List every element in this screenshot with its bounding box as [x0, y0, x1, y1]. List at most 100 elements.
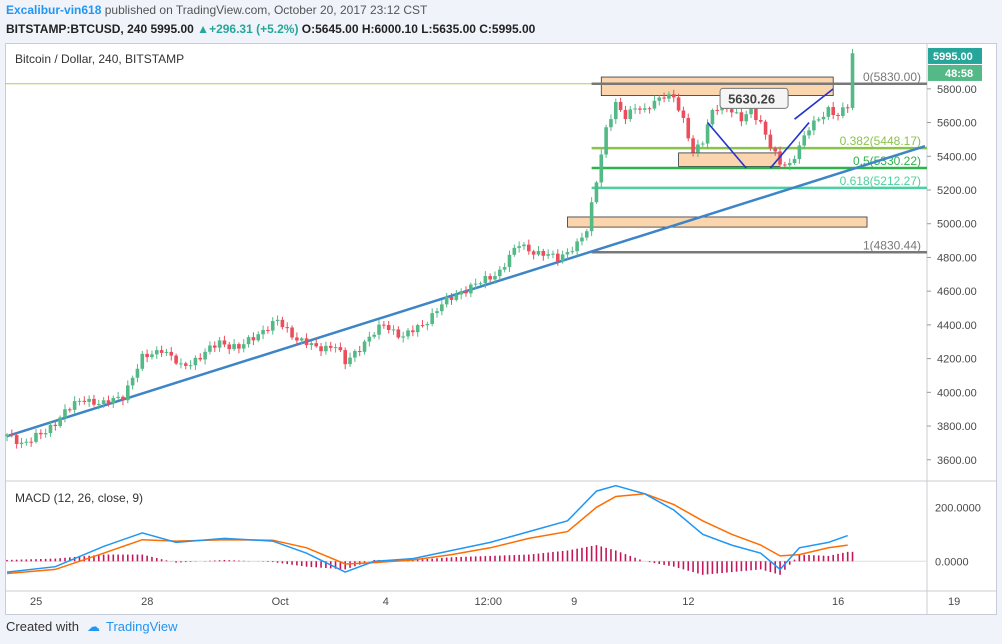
macd-signal-line [6, 493, 848, 575]
candle-body [169, 351, 174, 356]
support-resistance-zone [678, 152, 781, 167]
candle-body [116, 396, 120, 398]
candle-body [290, 327, 294, 338]
candle-body [589, 202, 594, 232]
time-tick-label: 12:00 [474, 596, 502, 608]
candle-body [63, 409, 67, 418]
price-annotation-box [719, 87, 789, 109]
candle-body [478, 283, 483, 285]
candle-body [604, 127, 608, 155]
chart-canvas[interactable]: 3600.00 3800.00 4000.00 4200.00 4400.00 4600.… [5, 43, 997, 615]
candle-body [792, 159, 797, 164]
candle-body [328, 345, 333, 348]
candle-body [787, 163, 792, 166]
candle-body [241, 344, 246, 349]
candle-body [420, 325, 425, 327]
price-tick-label: 4000.00 [937, 387, 977, 399]
candle-body [357, 350, 362, 352]
candle-body [150, 354, 154, 358]
candle-body [87, 398, 91, 402]
candle-body [39, 432, 43, 435]
candle-body [261, 330, 265, 335]
candle-body [164, 351, 169, 353]
candle-body [512, 247, 517, 255]
candle-body [667, 94, 671, 99]
candle-body [691, 138, 695, 153]
candle-body [522, 244, 526, 247]
candle-body [507, 254, 512, 268]
candle-body [754, 108, 758, 121]
candle-body [797, 145, 802, 160]
candle-body [594, 182, 599, 203]
candle-body [502, 267, 507, 270]
candle-body [633, 108, 637, 110]
chart-frame [5, 43, 997, 615]
price-tick-label: 5600.00 [937, 118, 977, 130]
tradingview-link[interactable]: TradingView [105, 619, 178, 634]
candle-body [826, 107, 831, 117]
author-link[interactable]: Excalibur-vin618 [6, 3, 102, 17]
candle-body [362, 341, 367, 352]
candle-body [82, 400, 87, 402]
time-tick-label: 28 [141, 596, 153, 608]
candle-body [488, 276, 492, 280]
countdown-label: 48:58 [945, 68, 973, 80]
candle-body [662, 97, 666, 99]
price-tick-label: 5200.00 [937, 185, 977, 197]
candle-body [783, 164, 787, 166]
candle-body [140, 353, 145, 369]
candle-body [198, 357, 203, 360]
candle-body [212, 345, 217, 348]
candle-body [295, 337, 299, 341]
candle-body [758, 120, 763, 122]
candle-body [734, 112, 739, 114]
candle-body [5, 434, 9, 437]
macd-title: MACD (12, 26, close, 9) [15, 491, 143, 505]
candle-body [570, 251, 575, 253]
candle-body [43, 433, 48, 435]
candle-body [469, 284, 473, 294]
candle-body [536, 250, 541, 255]
candle-body [367, 336, 372, 342]
candle-body [68, 409, 72, 411]
candle-body [831, 107, 835, 115]
time-tick-label: 25 [30, 596, 42, 608]
candle-body [135, 368, 140, 378]
candle-body [101, 400, 106, 405]
candle-body [464, 291, 468, 294]
candle-body [29, 441, 33, 443]
candle-body [560, 254, 565, 262]
candle-body [222, 340, 227, 345]
candle-body [425, 323, 430, 326]
candle-body [609, 119, 613, 128]
support-resistance-zone [600, 76, 834, 96]
candle-body [546, 254, 550, 256]
candle-body [768, 134, 773, 149]
candle-body [372, 334, 376, 337]
candle-body [130, 377, 135, 386]
candle-body [710, 109, 715, 125]
candle-body [498, 269, 502, 277]
candle-body [415, 325, 420, 333]
macd-tick-label: 200.0000 [935, 502, 981, 514]
candle-body [744, 114, 749, 122]
candle-body [841, 107, 845, 116]
publish-text: published on TradingView.com, October 20… [101, 3, 428, 17]
candle-body [802, 135, 807, 146]
candle-body [391, 329, 396, 331]
candle-body [440, 304, 444, 312]
candle-body [647, 108, 652, 110]
created-with-text: Created with [6, 619, 79, 634]
pattern-arrow [769, 122, 810, 169]
candle-body [681, 110, 686, 118]
candle-body [812, 120, 816, 131]
candle-body [34, 432, 38, 442]
candle-body [618, 101, 623, 110]
support-resistance-zone [567, 216, 868, 228]
candle-body [473, 283, 478, 285]
candle-body [72, 401, 77, 410]
time-tick-label: 16 [832, 596, 844, 608]
candle-body [232, 344, 236, 350]
pattern-arrow [706, 122, 747, 169]
price-tick-label: 3800.00 [937, 421, 977, 433]
